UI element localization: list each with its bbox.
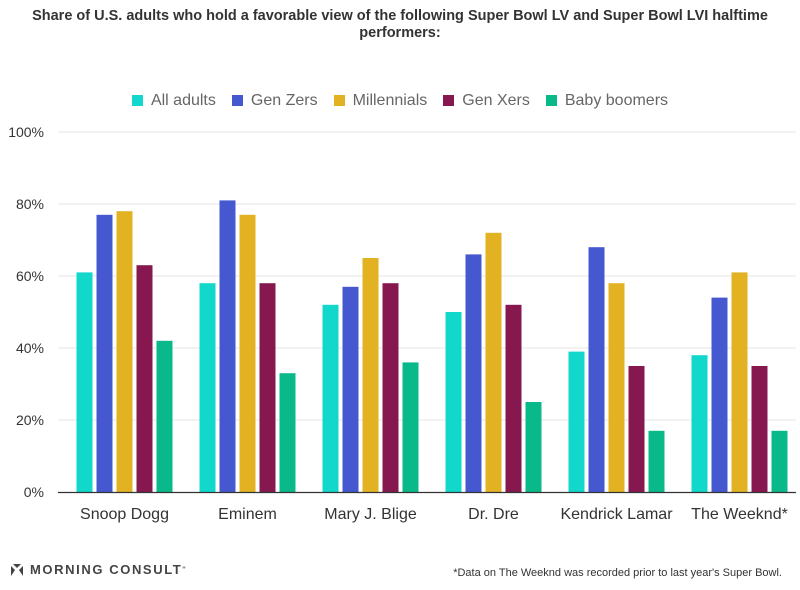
y-tick-label: 0% <box>24 484 44 500</box>
bar-gen-xers <box>628 366 645 492</box>
bar-millennials <box>116 211 133 492</box>
y-tick-label: 20% <box>16 412 44 428</box>
bar-all-adults <box>445 312 462 492</box>
bar-gen-xers <box>505 304 522 492</box>
bar-millennials <box>608 283 625 492</box>
chart-plot: 0% 20% 40% 60% 80% 100% Snoop Dogg Eminem Mary J… <box>8 124 796 523</box>
legend-item-millennials[interactable]: Millennials <box>333 92 428 110</box>
legend-swatch <box>231 95 243 106</box>
legend-label: All adults <box>150 92 216 109</box>
bar-millennials <box>362 258 379 492</box>
y-tick-label: 60% <box>16 268 44 284</box>
bar-gen-zers <box>588 247 605 492</box>
bar-gen-xers <box>382 283 399 492</box>
logo-text: MORNING CONSULT <box>30 562 183 577</box>
legend-label: Gen Zers <box>250 92 318 109</box>
legend-label: Gen Xers <box>462 92 530 109</box>
x-tick-label: Dr. Dre <box>468 506 519 523</box>
bar-baby-boomers <box>279 373 296 492</box>
legend-item-baby-boomers[interactable]: Baby boomers <box>545 92 669 110</box>
bar-gen-zers <box>96 214 113 493</box>
bar-gen-zers <box>342 286 359 492</box>
bar-gen-zers <box>465 254 482 492</box>
bar-gen-xers <box>751 366 768 492</box>
bar-gen-xers <box>259 283 276 492</box>
bar-baby-boomers <box>648 430 665 492</box>
legend-item-gen-xers[interactable]: Gen Xers <box>443 92 530 110</box>
x-tick-label: Mary J. Blige <box>324 506 417 523</box>
morning-consult-logo: MORNING CONSULT ʺ <box>10 562 186 577</box>
bar-gen-xers <box>136 265 153 492</box>
bar-baby-boomers <box>156 340 173 492</box>
x-tick-label: Kendrick Lamar <box>560 506 673 523</box>
bar-gen-zers <box>219 200 236 492</box>
x-tick-label: The Weeknd* <box>691 506 788 523</box>
legend-swatch <box>131 95 143 106</box>
bar-baby-boomers <box>402 362 419 492</box>
y-tick-label: 40% <box>16 340 44 356</box>
bar-gen-zers <box>711 297 728 492</box>
footnote: *Data on The Weeknd was recorded prior t… <box>453 567 782 579</box>
bar-all-adults <box>568 351 585 492</box>
y-tick-label: 100% <box>8 124 44 140</box>
bar-all-adults <box>199 283 216 492</box>
x-tick-label: Snoop Dogg <box>80 506 169 523</box>
morning-consult-icon <box>11 563 23 576</box>
legend-item-all-adults[interactable]: All adults <box>131 92 216 110</box>
bar-millennials <box>731 272 748 492</box>
legend-label: Millennials <box>352 92 428 109</box>
legend-swatch <box>545 95 557 106</box>
chart-legend: All adults Gen Zers Millennials Gen Xers Bab… <box>0 92 800 110</box>
bar-all-adults <box>322 304 339 492</box>
bar-all-adults <box>76 272 93 492</box>
bar-baby-boomers <box>771 430 788 492</box>
bar-millennials <box>485 232 502 493</box>
bar-all-adults <box>691 355 708 492</box>
bar-millennials <box>239 214 256 493</box>
legend-item-gen-zers[interactable]: Gen Zers <box>231 92 318 110</box>
chart-title: Share of U.S. adults who hold a favorabl… <box>32 8 768 41</box>
legend-swatch <box>333 95 345 106</box>
x-tick-label: Eminem <box>218 506 277 523</box>
y-tick-label: 80% <box>16 196 44 212</box>
logo-mark: ʺ <box>182 564 186 575</box>
bar-baby-boomers <box>525 402 542 492</box>
legend-label: Baby boomers <box>564 92 669 109</box>
legend-swatch <box>443 95 455 106</box>
